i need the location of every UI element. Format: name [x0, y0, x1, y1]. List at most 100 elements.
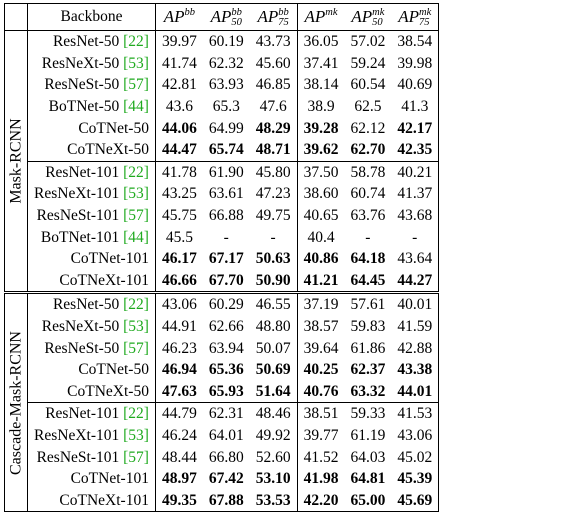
metric-value: 41.21 [296, 269, 345, 293]
header-metric-scripts: mk 50 [372, 7, 385, 28]
metric-value: 40.76 [296, 380, 345, 403]
metric-value: 48.71 [255, 141, 291, 159]
header-metric-sub: 75 [278, 17, 289, 29]
backbone-cell: CoTNet-50 [27, 117, 156, 139]
table-row: ResNeXt-50 [53] 44.91 62.66 48.80 38.57 59.83… [5, 315, 439, 338]
table-row: CoTNet-101 46.17 67.17 50.63 40.86 64.18 43.64 [5, 247, 439, 270]
metric-value: 48.80 [255, 318, 291, 336]
metric-value: 46.55 [249, 291, 298, 316]
metric-value: 44.06 [154, 117, 203, 139]
header-row: Backbone AP bb AP bb 50 AP bb 75 AP mk AP mk 50 … [5, 3, 439, 31]
header-metric-base: AP [398, 7, 420, 26]
table-row: Mask-RCNN ResNet-50 [22] 39.97 60.19 43.73 36… [4, 29, 439, 293]
table-row: CoTNet-50 44.06 64.99 48.29 39.28 62.12 42.17 [5, 117, 439, 139]
metric-value: 42.17 [397, 119, 433, 137]
citation-link[interactable]: [57] [123, 339, 149, 357]
metric-value: 62.66 [208, 318, 244, 336]
header-metric-base: AP [304, 7, 326, 26]
citation-link[interactable]: [57] [123, 76, 149, 94]
metric-value: 37.41 [296, 52, 345, 75]
metric-value: 51.64 [255, 382, 291, 400]
header-metric-scripts: bb 75 [278, 7, 289, 29]
metric-value: 41.37 [397, 185, 433, 203]
citation-link[interactable]: [44] [123, 98, 149, 116]
metric-value: 57.61 [344, 291, 392, 316]
metric-value: 46.24 [154, 424, 203, 447]
table-row: ResNeSt-101 [57] 48.44 66.80 52.60 41.52 64.0… [5, 446, 439, 468]
citation-link[interactable]: [53] [123, 318, 149, 336]
metric-value: 65.36 [208, 361, 244, 379]
metric-value: 66.80 [208, 448, 244, 466]
header-backbone: Backbone [27, 3, 156, 31]
metric-value: 63.32 [350, 382, 386, 400]
metric-value: 61.86 [350, 339, 386, 357]
metric-value: 43.68 [397, 207, 433, 225]
table-row: ResNeXt-50 [53] 41.74 62.32 45.60 37.41 59.24… [5, 52, 439, 75]
metric-value: 64.01 [208, 426, 244, 444]
table-row: ResNet-101 [22] 41.78 61.90 45.80 37.50 58.78… [5, 160, 439, 184]
header-metric-sup: bb [278, 7, 289, 19]
metric-value: 44.27 [397, 271, 433, 289]
metric-value: 61.19 [350, 426, 386, 444]
metric-value: - [412, 228, 418, 246]
metric-value: 43.06 [397, 426, 433, 444]
metric-value: 60.54 [350, 76, 386, 94]
table-row: ResNeSt-50 [57] 46.23 63.94 50.07 39.64 61.86… [5, 337, 439, 359]
metric-value: 41.98 [296, 467, 345, 490]
metric-value: 47.23 [255, 185, 291, 203]
backbone-cell: ResNeXt-50 [53] [27, 52, 156, 75]
citation-link[interactable]: [22] [123, 405, 149, 423]
metric-value: 39.98 [397, 54, 433, 72]
metric-value: 40.01 [391, 291, 439, 316]
backbone-cell: ResNet-101 [22] [27, 160, 156, 184]
metric-value: 67.88 [208, 491, 244, 509]
header-spacer [5, 4, 28, 31]
metric-value: 45.60 [255, 54, 291, 72]
metric-value: 48.44 [154, 446, 203, 468]
citation-link[interactable]: [44] [123, 228, 149, 246]
backbone-name: ResNeXt-101 [34, 185, 124, 203]
header-ap-mk-75: AP mk 75 [391, 4, 438, 31]
metric-value: 43.73 [249, 29, 298, 53]
metric-value: 45.5 [154, 226, 203, 248]
section-label-text: Cascade-Mask-RCNN [7, 330, 25, 475]
metric-value: 37.19 [296, 291, 345, 316]
citation-link[interactable]: [53] [123, 426, 149, 444]
citation-link[interactable]: [22] [123, 33, 149, 51]
backbone-cell: CoTNeXt-50 [27, 380, 156, 403]
metric-value: 60.19 [202, 29, 250, 53]
metric-value: 41.3 [401, 98, 429, 116]
metric-value: 67.17 [208, 250, 244, 268]
metric-value: 41.59 [397, 318, 433, 336]
citation-link[interactable]: [53] [123, 185, 149, 203]
metric-value: 48.29 [255, 119, 291, 137]
backbone-cell: CoTNeXt-101 [27, 489, 156, 512]
header-metric-sup: mk [372, 7, 385, 19]
metric-value: 40.25 [296, 358, 345, 381]
header-metric-scripts: mk [325, 7, 337, 28]
metric-value: 48.97 [154, 467, 203, 490]
metric-value: 59.83 [350, 318, 386, 336]
metric-value: 62.37 [350, 361, 386, 379]
results-body: Mask-RCNN ResNet-50 [22] 39.97 60.19 43.73 36… [4, 29, 439, 512]
metric-value: 39.62 [296, 138, 345, 162]
citation-link[interactable]: [57] [123, 207, 149, 225]
metric-value: 65.00 [350, 491, 386, 509]
results-table: Backbone AP bb AP bb 50 AP bb 75 AP mk AP mk 50 … [4, 3, 440, 512]
metric-value: 41.78 [154, 160, 203, 184]
backbone-name: CoTNeXt-50 [67, 382, 149, 400]
metric-value: 47.63 [154, 380, 203, 403]
metric-value: 47.6 [259, 98, 287, 116]
metric-value: 37.50 [296, 160, 345, 184]
citation-link[interactable]: [22] [123, 296, 149, 314]
table-row: ResNeXt-101 [53] 46.24 64.01 49.92 39.77 61.1… [5, 424, 439, 447]
metric-value: 41.52 [296, 446, 345, 468]
metric-value: 39.97 [154, 29, 203, 53]
backbone-name: ResNet-50 [52, 296, 124, 314]
citation-link[interactable]: [53] [123, 54, 149, 72]
citation-link[interactable]: [22] [123, 163, 149, 181]
citation-link[interactable]: [57] [123, 448, 149, 466]
backbone-cell: ResNeXt-101 [53] [27, 424, 156, 447]
table-row: CoTNeXt-101 49.35 67.88 53.53 42.20 65.00 45.6… [5, 489, 439, 512]
metric-value: 40.69 [397, 76, 433, 94]
